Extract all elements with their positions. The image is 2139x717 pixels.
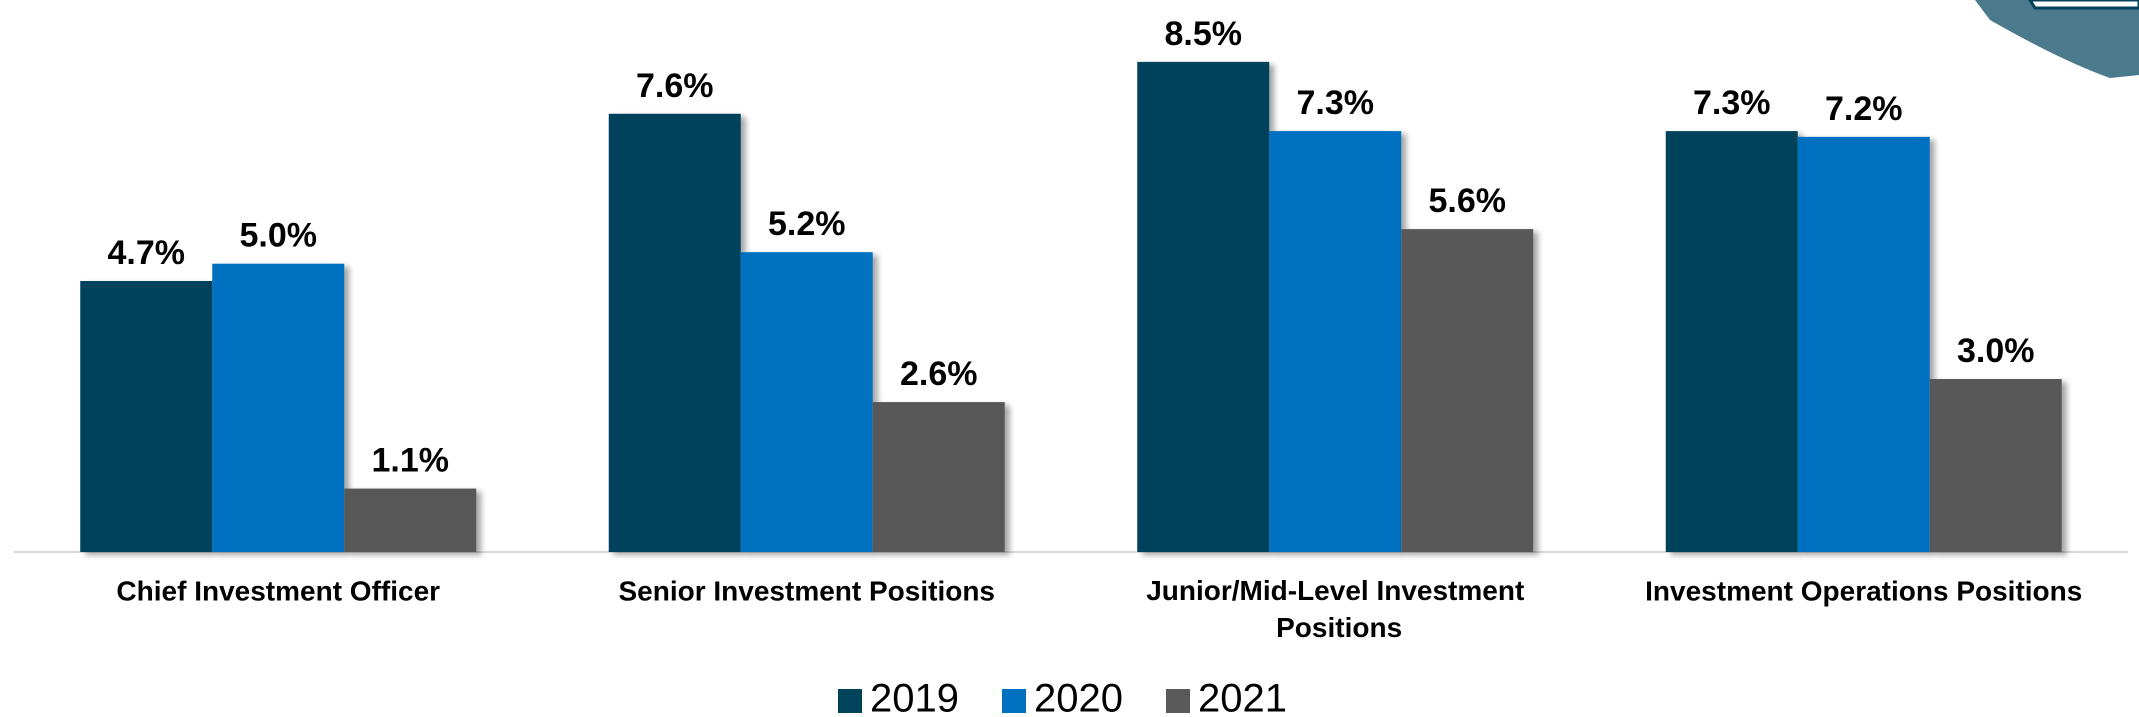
bar [1401, 229, 1534, 552]
value-label: 4.7% [108, 234, 186, 272]
legend-label: 2021 [1198, 677, 1287, 717]
value-label: 5.2% [768, 205, 846, 243]
bar [80, 281, 213, 552]
value-label: 7.3% [1297, 84, 1375, 122]
x-tick-label: Chief Investment Officer [116, 575, 440, 606]
value-label: 5.6% [1429, 182, 1507, 220]
value-label: 3.0% [1957, 332, 2035, 370]
legend-label: 2019 [870, 677, 959, 717]
legend-swatch [1166, 689, 1190, 713]
bar [608, 113, 741, 552]
legend-swatch [1002, 689, 1026, 713]
bar [344, 488, 477, 552]
value-label: 5.0% [240, 217, 318, 255]
bar [1929, 379, 2062, 552]
x-tick-label: Investment Operations Positions [1645, 575, 2082, 606]
x-tick-label: Junior/Mid-Level Investment Positions [1146, 575, 1524, 643]
bar [1797, 136, 1930, 552]
value-label: 7.2% [1825, 90, 1903, 128]
value-label: 7.6% [636, 67, 714, 105]
corner-decoration [1975, 0, 2139, 78]
bar [872, 402, 1005, 552]
value-label: 1.1% [372, 442, 450, 480]
x-tick-label: Senior Investment Positions [618, 575, 995, 606]
bar [740, 252, 873, 552]
bar [1137, 61, 1270, 552]
bar [1665, 131, 1798, 552]
value-label: 2.6% [900, 355, 978, 393]
legend-swatch [838, 689, 862, 713]
bar [212, 263, 345, 552]
value-label: 7.3% [1693, 84, 1771, 122]
bar [1269, 131, 1402, 552]
legend-label: 2020 [1034, 677, 1123, 717]
value-label: 8.5% [1165, 15, 1243, 53]
